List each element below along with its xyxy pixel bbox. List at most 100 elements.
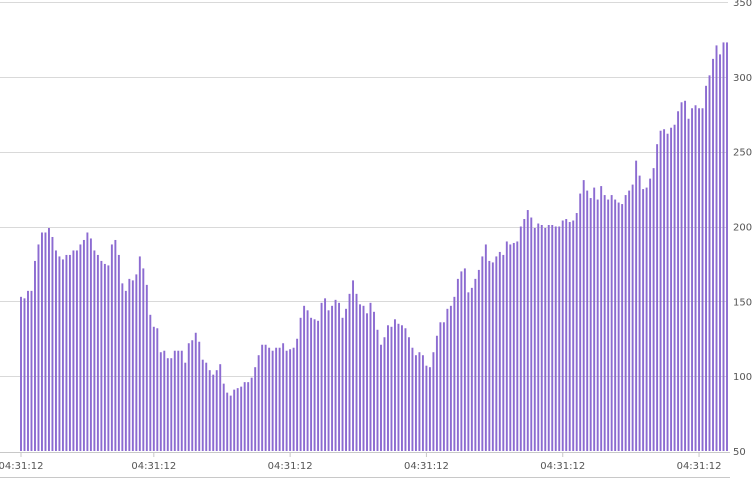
bar-64: [243, 382, 246, 451]
bar-158: [572, 220, 575, 451]
bar-188: [677, 111, 680, 451]
bar-142: [516, 241, 519, 451]
x-tick-label-0: 04:31:12: [0, 461, 43, 472]
bar-145: [526, 210, 529, 451]
bar-83: [310, 317, 313, 451]
bar-87: [324, 298, 327, 451]
bar-96: [355, 293, 358, 451]
bar-130: [474, 278, 477, 451]
grid-lines: [0, 2, 728, 377]
bar-182: [656, 144, 659, 451]
bar-120: [439, 322, 442, 451]
bar-59: [226, 392, 229, 451]
bar-26: [110, 244, 113, 451]
bar-196: [705, 85, 707, 451]
bar-series: [20, 42, 728, 452]
bar-154: [558, 226, 561, 451]
bar-106: [390, 326, 393, 451]
bar-175: [631, 184, 634, 451]
bar-170: [614, 199, 617, 451]
bar-143: [519, 226, 522, 451]
bar-133: [484, 244, 487, 451]
bar-8: [48, 228, 50, 451]
y-tick-label-200: 200: [733, 223, 752, 234]
bar-153: [554, 226, 557, 451]
bar-194: [698, 108, 700, 451]
bar-119: [435, 335, 438, 451]
bar-141: [512, 242, 515, 451]
bar-184: [663, 129, 666, 451]
bar-115: [421, 355, 424, 451]
bar-76: [285, 350, 288, 451]
bar-178: [642, 189, 645, 451]
bar-177: [638, 175, 641, 452]
bar-52: [201, 359, 204, 451]
bar-146: [530, 217, 533, 451]
bar-160: [579, 193, 582, 451]
bar-107: [394, 319, 396, 451]
bar-73: [275, 347, 278, 451]
bar-22: [96, 254, 99, 451]
y-axis: 50 100 150 200 250 300 350: [733, 0, 752, 458]
bar-94: [348, 293, 351, 451]
bar-136: [495, 256, 498, 451]
bar-61: [233, 389, 236, 451]
bar-159: [575, 213, 578, 451]
bar-77: [289, 349, 292, 451]
bar-193: [694, 105, 697, 452]
bar-171: [617, 202, 620, 451]
bar-23: [100, 260, 103, 451]
bar-44: [173, 350, 176, 451]
bar-91: [338, 302, 341, 451]
bar-69: [261, 344, 264, 451]
bar-102: [376, 329, 379, 451]
bar-121: [442, 322, 445, 451]
bar-15: [72, 250, 75, 451]
bar-3: [30, 290, 33, 451]
bar-78: [292, 347, 295, 451]
bar-140: [509, 244, 512, 451]
bar-103: [380, 344, 382, 451]
bar-151: [547, 225, 550, 451]
bar-72: [271, 350, 274, 451]
bar-82: [306, 310, 309, 451]
bar-137: [498, 251, 501, 451]
bar-148: [537, 223, 540, 451]
bar-125: [456, 278, 459, 451]
bar-88: [327, 310, 330, 451]
bar-28: [117, 254, 120, 451]
bar-46: [180, 350, 183, 451]
bar-93: [345, 308, 347, 451]
bar-192: [691, 108, 694, 451]
bar-57: [219, 364, 222, 451]
bar-187: [673, 124, 676, 451]
bar-189: [680, 102, 683, 451]
bar-132: [481, 256, 484, 451]
bar-168: [607, 199, 610, 451]
bar-101: [373, 311, 375, 451]
bar-90: [334, 299, 337, 451]
bar-14: [68, 254, 71, 451]
bar-80: [299, 317, 302, 451]
bar-100: [369, 302, 372, 451]
bar-41: [163, 350, 166, 451]
bar-24: [103, 263, 106, 451]
bar-27: [114, 239, 117, 451]
bar-43: [170, 358, 173, 451]
bar-9: [51, 236, 54, 451]
y-tick-label-100: 100: [733, 372, 752, 383]
bar-172: [621, 204, 624, 451]
bar-68: [257, 355, 260, 451]
bar-99: [366, 313, 368, 451]
bar-21: [93, 250, 96, 451]
bar-30: [124, 290, 127, 451]
y-tick-label-350: 350: [733, 0, 752, 9]
bar-185: [666, 133, 669, 451]
x-tick-label-4: 04:31:12: [540, 461, 585, 472]
bar-180: [649, 178, 652, 452]
bar-74: [278, 347, 281, 451]
bar-67: [254, 367, 257, 451]
bar-174: [628, 190, 631, 451]
bar-6: [41, 232, 43, 451]
bar-105: [387, 325, 389, 451]
